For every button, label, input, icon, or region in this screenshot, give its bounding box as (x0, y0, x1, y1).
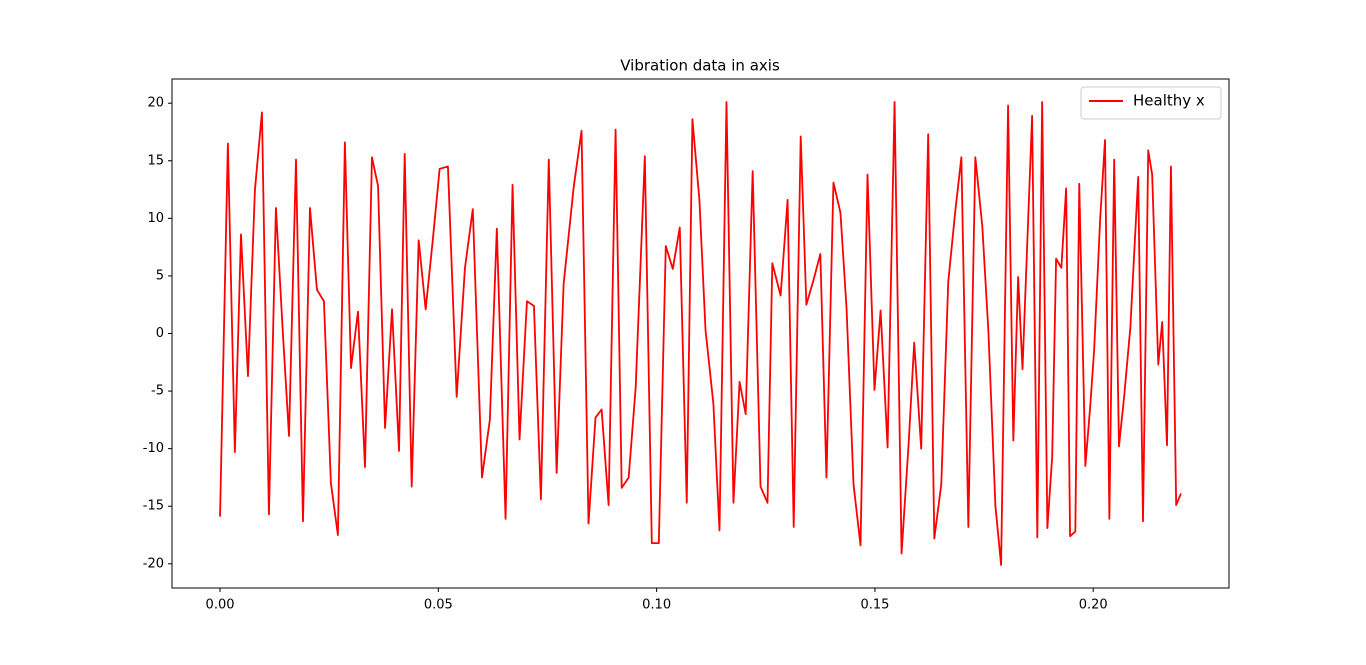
y-tick-label: -15 (143, 499, 164, 514)
x-tick-label: 0.10 (642, 598, 671, 613)
chart-title: Vibration data in axis (620, 57, 780, 75)
y-tick-label: -20 (143, 556, 164, 571)
data-line (219, 101, 1182, 566)
y-tick-label: 15 (147, 153, 164, 168)
x-tick-label: 0.05 (424, 598, 453, 613)
y-tick-label: -10 (143, 441, 164, 456)
x-tick-label: 0.15 (860, 598, 889, 613)
x-tick-label: 0.00 (206, 598, 235, 613)
plot-frame (171, 78, 1230, 589)
legend-label: Healthy x (1133, 92, 1205, 110)
legend-box (1080, 86, 1222, 120)
y-tick-label: 20 (147, 96, 164, 111)
y-tick-label: 0 (156, 326, 164, 341)
x-tick-label: 0.20 (1079, 598, 1108, 613)
y-tick-label: 10 (147, 211, 164, 226)
y-tick-label: -5 (151, 384, 164, 399)
y-tick-label: 5 (156, 268, 164, 283)
